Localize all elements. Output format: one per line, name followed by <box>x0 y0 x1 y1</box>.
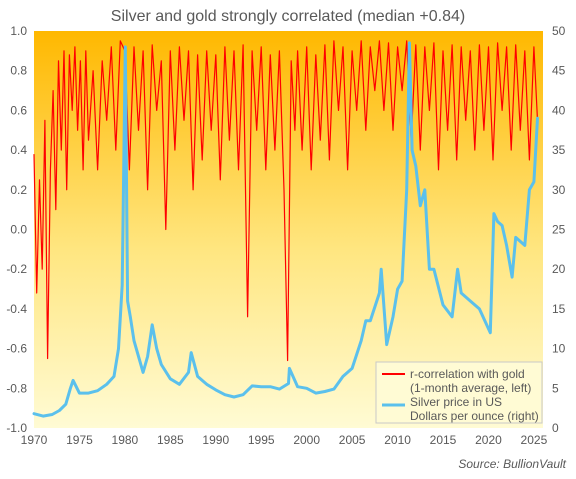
x-tick-label: 1980 <box>112 433 139 447</box>
y-right-tick-label: 30 <box>552 183 566 197</box>
y-left-tick-label: 0.6 <box>10 103 27 117</box>
x-tick-label: 1990 <box>202 433 229 447</box>
y-left-tick-label: 0.2 <box>10 183 27 197</box>
source-note: Source: BullionVault <box>458 457 566 471</box>
y-left-tick-label: -1.0 <box>6 421 27 435</box>
series-line-silver <box>32 41 539 418</box>
legend-label-silver-line2: Dollars per ounce (right) <box>410 409 539 423</box>
y-right-tick-label: 10 <box>552 342 566 356</box>
y-right-tick-label: 5 <box>552 381 559 395</box>
y-left-tick-label: 0.0 <box>10 223 27 237</box>
x-tick-label: 2020 <box>475 433 502 447</box>
x-tick-label: 1985 <box>157 433 184 447</box>
y-right-tick-label: 15 <box>552 302 566 316</box>
x-tick-label: 2000 <box>293 433 320 447</box>
legend: r-correlation with gold (1-month average… <box>375 361 543 424</box>
x-tick-label: 1970 <box>21 433 48 447</box>
y-right-tick-label: 45 <box>552 64 566 78</box>
x-tick-label: 2010 <box>384 433 411 447</box>
x-tick-label: 2005 <box>339 433 366 447</box>
legend-label-silver-line1: Silver price in US <box>410 395 502 409</box>
legend-label-correlation-line2: (1-month average, left) <box>410 381 531 395</box>
legend-label-correlation-line1: r-correlation with gold <box>410 367 525 381</box>
y-left-tick-label: -0.2 <box>6 262 27 276</box>
legend-box <box>375 361 543 424</box>
y-left-tick-label: -0.6 <box>6 342 27 356</box>
y-left-tick-label: 1.0 <box>10 24 27 38</box>
y-left-tick-label: -0.4 <box>6 302 27 316</box>
y-right-tick-label: 0 <box>552 421 559 435</box>
y-right-tick-label: 20 <box>552 262 566 276</box>
y-right-tick-label: 25 <box>552 223 566 237</box>
x-tick-label: 2015 <box>430 433 457 447</box>
x-tick-label: 1995 <box>248 433 275 447</box>
y-right-tick-label: 50 <box>552 24 566 38</box>
y-left-tick-label: 0.8 <box>10 64 27 78</box>
y-right-tick-label: 40 <box>552 103 566 117</box>
chart-title: Silver and gold strongly correlated (med… <box>111 8 465 25</box>
x-tick-label: 1975 <box>66 433 93 447</box>
y-left-tick-label: 0.4 <box>10 143 27 157</box>
y-left-tick-label: -0.8 <box>6 381 27 395</box>
series-line-correlation <box>33 40 539 362</box>
y-right-tick-label: 35 <box>552 143 566 157</box>
x-tick-label: 2025 <box>521 433 548 447</box>
